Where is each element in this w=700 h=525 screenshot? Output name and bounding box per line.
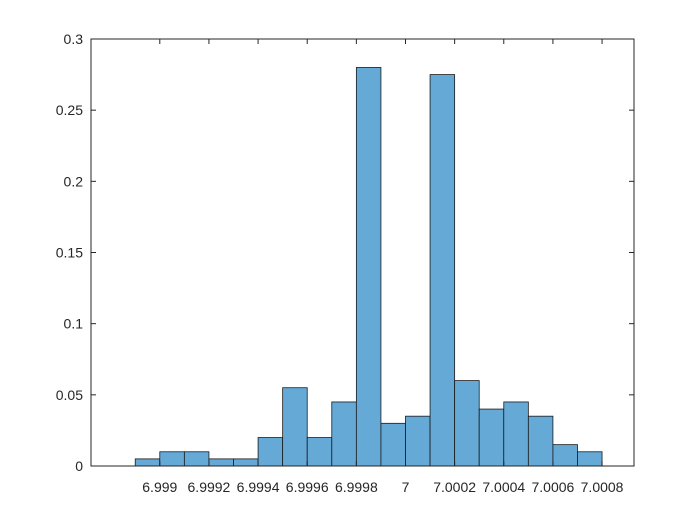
x-tick-label: 7.0006: [532, 479, 575, 495]
histogram-bar: [454, 380, 480, 467]
histogram-bar: [380, 422, 406, 467]
x-tick-label: 7: [402, 479, 410, 495]
y-tick-label: 0.05: [56, 387, 83, 403]
histogram-bar: [134, 458, 161, 467]
histogram-bar: [503, 401, 529, 467]
y-tick-label: 0.2: [64, 173, 84, 189]
histogram-bar: [257, 437, 284, 467]
bars-group: [134, 67, 603, 467]
histogram-bar: [552, 444, 578, 467]
histogram-bar: [159, 451, 185, 467]
x-tick-label: 6.9992: [188, 479, 231, 495]
x-tick-label: 7.0004: [482, 479, 525, 495]
histogram-bar: [355, 67, 382, 467]
histogram-bar: [577, 451, 603, 467]
y-tick-label: 0.1: [64, 316, 84, 332]
histogram-bar: [282, 387, 308, 467]
x-tick-label: 6.9996: [286, 479, 329, 495]
ticks-group: [91, 38, 634, 467]
y-tick-label: 0.3: [64, 31, 84, 47]
y-tick-label: 0.15: [56, 245, 83, 261]
histogram-bar: [429, 74, 456, 467]
x-tick-label: 7.0002: [433, 479, 476, 495]
y-tick-label: 0: [75, 458, 83, 474]
histogram-bar: [306, 437, 333, 467]
y-tick-labels: 0 0.05 0.1 0.15 0.2 0.25 0.3: [56, 31, 83, 474]
histogram-bar: [233, 458, 259, 467]
histogram-bar: [208, 458, 234, 467]
x-tick-label: 6.999: [142, 479, 177, 495]
y-tick-label: 0.25: [56, 102, 83, 118]
histogram-bar: [527, 415, 554, 467]
histogram-bar: [478, 408, 505, 467]
x-tick-label: 7.0008: [581, 479, 624, 495]
histogram-bar: [405, 415, 431, 467]
x-tick-labels: 6.999 6.9992 6.9994 6.9996 6.9998 7 7.0002 7.00…: [142, 479, 623, 495]
histogram-bar: [183, 451, 210, 467]
histogram-bar: [331, 401, 357, 467]
x-tick-label: 6.9998: [335, 479, 378, 495]
x-tick-label: 6.9994: [237, 479, 280, 495]
